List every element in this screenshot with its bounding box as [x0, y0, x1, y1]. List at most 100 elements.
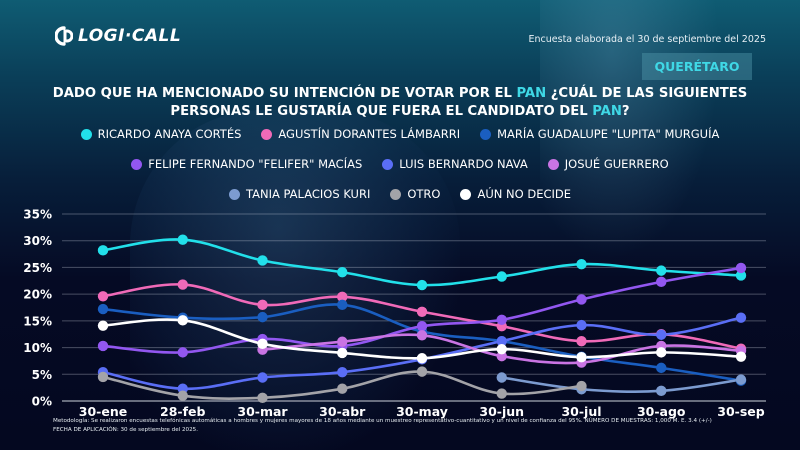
data-point — [177, 234, 188, 245]
data-point — [97, 371, 109, 383]
legend-swatch-icon — [460, 188, 472, 200]
legend-label: FELIPE FERNANDO "FELIFER" MACÍAS — [148, 157, 363, 171]
data-point — [576, 351, 587, 363]
data-point — [656, 276, 667, 288]
legend-label: RICARDO ANAYA CORTÉS — [97, 127, 242, 141]
region-badge: QUERÉTARO — [642, 53, 752, 80]
series-line — [500, 376, 743, 394]
data-point — [416, 366, 428, 377]
data-point — [337, 336, 348, 347]
data-point — [735, 374, 747, 385]
x-tick-label: 30-abr — [319, 404, 366, 419]
data-point — [576, 335, 587, 347]
data-point — [735, 262, 747, 274]
question-text: ¿CUÁL DE LAS SIGUIENTES PERSONAS LE GUST… — [170, 86, 748, 119]
data-point — [337, 299, 348, 311]
data-point — [735, 312, 747, 323]
data-point — [257, 392, 268, 403]
data-point — [576, 380, 587, 392]
legend-label: OTRO — [407, 187, 441, 201]
data-point — [337, 366, 348, 378]
data-point — [576, 319, 587, 331]
data-point — [416, 279, 428, 291]
data-point — [257, 255, 268, 266]
legend-swatch-icon — [480, 128, 492, 140]
legend-swatch-icon — [228, 188, 240, 200]
legend-label: TANIA PALACIOS KURI — [245, 187, 371, 201]
legend-item: AÚN NO DECIDE — [460, 187, 571, 201]
x-tick-label: 30-sep — [717, 404, 765, 419]
legend-item: FELIPE FERNANDO "FELIFER" MACÍAS — [131, 157, 362, 171]
legend-label: LUIS BERNARDO NAVA — [399, 157, 528, 171]
background-figure-right — [540, 0, 720, 260]
x-tick-label: 30-may — [396, 404, 448, 419]
line-chart: 0% 5% 10% 15% 20% 25% 30% 35% 30-ene 28-feb 30-mar… — [23, 208, 766, 419]
question-text: DADO QUE HA MENCIONADO SU INTENCIÓN DE V… — [52, 86, 517, 101]
legend-label: JOSUÉ GUERRERO — [564, 157, 669, 171]
legend-label: MARÍA GUADALUPE "LUPITA" MURGUÍA — [497, 127, 720, 141]
question-text: ? — [621, 104, 630, 119]
data-point — [496, 271, 507, 282]
question-highlight-party: PAN — [592, 104, 622, 119]
legend-row: TANIA PALACIOS KURI OTRO AÚN NO DECIDE — [0, 187, 800, 201]
data-point — [416, 353, 428, 364]
legend-row: RICARDO ANAYA CORTÉS AGUSTÍN DORANTES LÁM… — [0, 127, 800, 141]
data-point — [656, 362, 667, 374]
y-tick-label: 20% — [23, 288, 52, 302]
data-point — [177, 390, 188, 401]
data-point — [177, 279, 188, 290]
data-point — [257, 338, 268, 350]
x-tick-label: 30-jun — [479, 404, 524, 419]
y-tick-label: 10% — [23, 341, 52, 355]
data-point — [735, 270, 747, 281]
data-point — [97, 291, 109, 302]
survey-date: Encuesta elaborada el 30 de septiembre d… — [528, 34, 766, 45]
brand-name: LOGI·CALL — [78, 26, 182, 46]
data-point — [735, 351, 747, 362]
data-point — [257, 299, 268, 311]
data-point — [656, 347, 667, 358]
data-point — [97, 340, 109, 352]
data-point — [337, 291, 348, 303]
legend-item: OTRO — [390, 187, 440, 201]
legend-item: RICARDO ANAYA CORTÉS — [80, 127, 242, 141]
data-point — [496, 314, 507, 325]
x-tick-label: 30-jul — [561, 404, 601, 419]
legend-item: TANIA PALACIOS KURI — [228, 187, 371, 201]
legend-item: LUIS BERNARDO NAVA — [382, 157, 528, 171]
data-point — [496, 343, 507, 355]
data-point — [496, 388, 507, 399]
legend-swatch-icon — [390, 188, 402, 200]
data-point — [656, 385, 667, 397]
data-point — [576, 259, 587, 270]
methodology-text: Metodología: Se realizaron encuestas tel… — [53, 418, 712, 424]
data-point — [576, 294, 587, 305]
x-tick-label: 30-ene — [79, 404, 127, 419]
legend-swatch-icon — [382, 158, 394, 170]
data-point — [97, 320, 109, 331]
data-point — [257, 372, 268, 383]
data-point — [416, 306, 428, 317]
legend-swatch-icon — [80, 128, 92, 140]
data-point — [257, 311, 268, 323]
x-tick-label: 30-ago — [637, 404, 686, 419]
legend-swatch-icon — [261, 128, 273, 140]
legend-label: AÚN NO DECIDE — [477, 187, 572, 201]
data-point — [97, 245, 109, 256]
brand-logo: LOGI·CALL — [55, 26, 181, 46]
y-tick-label: 35% — [23, 208, 52, 222]
data-point — [656, 329, 667, 340]
legend-swatch-icon — [547, 158, 559, 170]
data-point — [416, 330, 428, 341]
question-highlight-party: PAN — [516, 86, 547, 101]
legend-item: JOSUÉ GUERRERO — [547, 157, 669, 171]
y-tick-label: 5% — [32, 368, 52, 382]
y-tick-label: 25% — [23, 261, 52, 275]
data-point — [177, 315, 188, 326]
y-tick-label: 30% — [23, 234, 52, 248]
legend-label: AGUSTÍN DORANTES LÁMBARRI — [278, 127, 461, 141]
legend-swatch-icon — [131, 158, 143, 170]
data-point — [656, 265, 667, 276]
data-point — [496, 372, 507, 383]
data-point — [337, 347, 348, 359]
